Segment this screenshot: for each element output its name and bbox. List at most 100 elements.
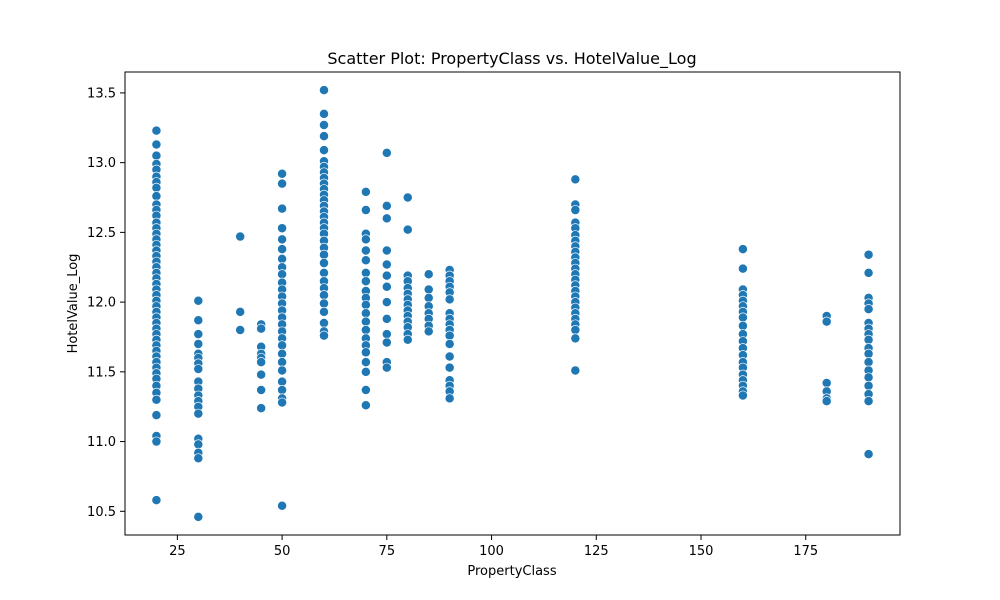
data-point [277, 253, 288, 264]
data-point [151, 191, 162, 202]
data-point [319, 306, 329, 317]
data-point [360, 255, 371, 266]
y-axis-ticks: 10.5 11.0 11.5 12.0 12.5 13.0 13.5 [87, 86, 125, 520]
data-point [570, 333, 581, 344]
data-point [319, 120, 329, 130]
data-point [319, 249, 329, 260]
x-axis-ticks: 25 50 75 100 125 150 175 [169, 535, 818, 559]
data-point [381, 200, 392, 211]
data-point [863, 334, 874, 345]
data-point [256, 323, 267, 334]
x-tick-label: 125 [584, 544, 609, 559]
data-point [360, 316, 371, 327]
data-point [319, 290, 329, 301]
data-point [444, 330, 455, 341]
data-point [277, 500, 288, 511]
data-point [863, 396, 874, 407]
data-point [151, 436, 162, 447]
data-point [277, 223, 288, 234]
y-tick-label: 11.5 [87, 365, 116, 380]
data-point [360, 366, 371, 377]
data-point [737, 320, 748, 331]
data-point [277, 168, 288, 179]
data-point [423, 326, 434, 337]
data-point [151, 150, 162, 161]
data-point [863, 348, 874, 359]
y-tick-label: 11.0 [87, 435, 116, 450]
data-point [319, 108, 329, 119]
data-point [193, 315, 204, 326]
data-point [423, 284, 434, 295]
data-point [402, 224, 413, 235]
data-point [402, 192, 413, 203]
data-point [277, 385, 288, 395]
x-tick-label: 150 [689, 544, 714, 559]
data-point [360, 234, 371, 245]
data-point [570, 174, 581, 185]
data-point [444, 362, 455, 373]
x-tick-label: 100 [479, 544, 504, 559]
plot-frame [124, 71, 901, 536]
data-point [256, 357, 267, 368]
data-point [360, 308, 371, 319]
data-point [381, 297, 392, 308]
data-point [319, 330, 329, 341]
data-point [737, 390, 748, 401]
data-point [277, 244, 288, 255]
data-point [423, 292, 434, 303]
data-point [381, 337, 392, 348]
data-point [151, 410, 162, 421]
data-point [444, 338, 455, 349]
data-point [360, 347, 371, 358]
data-point [863, 267, 874, 278]
data-point [381, 213, 392, 224]
data-point [151, 182, 162, 193]
x-axis-label: PropertyClass [467, 564, 556, 579]
x-tick-label: 75 [379, 544, 396, 559]
data-point [319, 145, 329, 156]
data-point [381, 362, 392, 373]
data-point [360, 299, 371, 310]
data-point [570, 205, 581, 216]
data-point [737, 244, 748, 255]
data-point [570, 325, 581, 335]
data-point [151, 125, 162, 136]
x-tick-label: 175 [793, 544, 818, 559]
data-point [821, 378, 832, 388]
data-point [381, 281, 392, 292]
data-point [193, 453, 204, 464]
data-point [193, 364, 204, 374]
data-point [863, 449, 874, 460]
data-point [277, 178, 288, 189]
data-point [360, 186, 371, 197]
data-point [570, 365, 581, 376]
y-tick-label: 12.5 [87, 226, 116, 241]
data-point [319, 258, 329, 269]
data-point [444, 294, 455, 305]
data-point [737, 263, 748, 274]
y-tick-label: 13.0 [87, 156, 116, 171]
data-point [277, 234, 288, 245]
data-point [151, 139, 162, 150]
data-point [381, 147, 392, 158]
data-point [193, 329, 204, 340]
data-point [360, 385, 371, 395]
data-point [193, 408, 204, 419]
data-point [277, 269, 288, 280]
data-point [193, 439, 204, 450]
data-point [193, 295, 204, 306]
data-point [863, 249, 874, 260]
data-point [277, 365, 288, 376]
data-point [381, 329, 392, 340]
data-point [444, 393, 455, 404]
data-point [193, 338, 204, 349]
data-point [319, 131, 329, 142]
y-axis-label: HotelValue_Log [66, 254, 81, 354]
data-point [360, 357, 371, 368]
data-point [381, 313, 392, 324]
data-point [360, 325, 371, 335]
data-point [277, 397, 288, 408]
data-point [256, 369, 267, 380]
data-point [193, 511, 204, 522]
